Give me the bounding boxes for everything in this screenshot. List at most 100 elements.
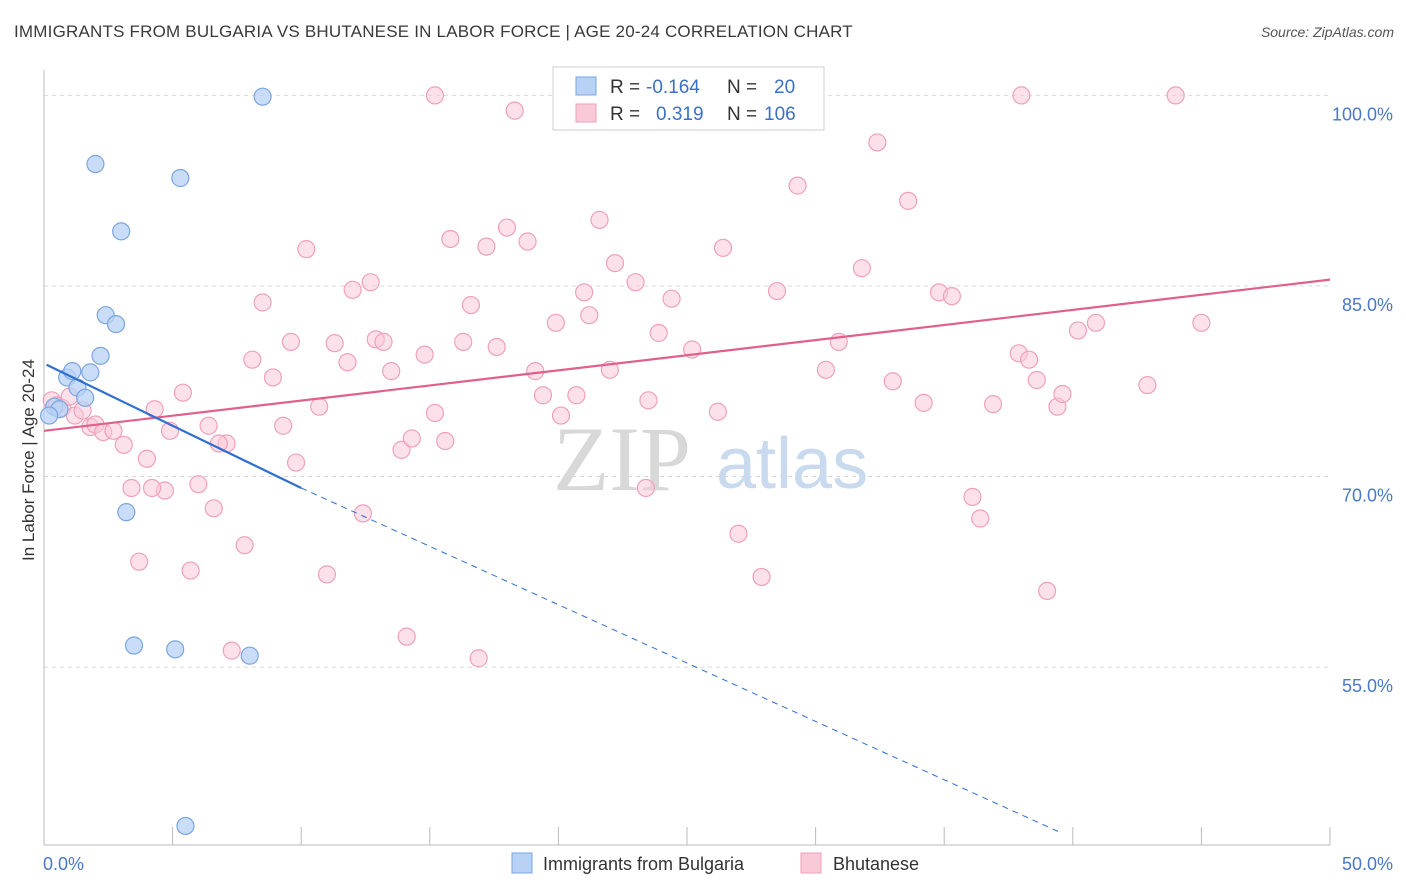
bhutanese-point: [580, 306, 599, 325]
bhutanese-point: [1068, 321, 1088, 340]
correlation-legend: R = -0.164 N = 20 R = 0.319 N = 106: [552, 66, 825, 131]
bhutanese-point: [310, 397, 329, 416]
bhutanese-point: [713, 238, 733, 257]
bhutanese-point: [142, 478, 162, 498]
bhutanese-point: [567, 386, 586, 405]
legend-r-value-2: 0.319: [656, 104, 704, 125]
bulgaria-points: [40, 87, 272, 836]
x-tick-label: 0.0%: [43, 854, 84, 874]
source-credit: Source: ZipAtlas.com: [1260, 24, 1394, 40]
watermark: ZIP atlas: [553, 408, 868, 510]
bhutanese-point: [971, 509, 990, 528]
bhutanese-point: [1086, 313, 1106, 332]
bhutanese-point: [983, 395, 1003, 414]
bulgaria-point: [40, 406, 59, 425]
bottom-legend-swatch-bhutanese: [800, 852, 822, 874]
bhutanese-trend-line: [43, 278, 1331, 432]
bhutanese-point: [546, 313, 565, 332]
y-axis-label: In Labor Force | Age 20-24: [19, 359, 38, 561]
bhutanese-point: [436, 431, 455, 451]
bhutanese-point: [1192, 313, 1211, 332]
bhutanese-point: [469, 649, 488, 668]
bhutanese-point: [914, 393, 933, 412]
bhutanese-point: [181, 561, 200, 580]
bhutanese-point: [518, 232, 537, 251]
gridlines: [44, 94, 1330, 668]
bhutanese-point: [963, 487, 982, 506]
bhutanese-point: [397, 627, 416, 646]
bulgaria-point: [253, 87, 272, 106]
x-tick-label: 50.0%: [1342, 854, 1393, 874]
chart-title: IMMIGRANTS FROM BULGARIA VS BHUTANESE IN…: [14, 22, 853, 41]
bhutanese-point: [374, 332, 393, 351]
bhutanese-point: [204, 499, 223, 518]
bhutanese-point: [317, 565, 337, 584]
y-tick-label: 55.0%: [1342, 676, 1393, 696]
bhutanese-point: [274, 416, 293, 435]
bhutanese-point: [1037, 581, 1057, 601]
bhutanese-point: [209, 434, 228, 453]
bhutanese-point: [497, 218, 517, 237]
bhutanese-point: [461, 295, 481, 315]
bhutanese-point: [122, 478, 141, 498]
bottom-legend-swatch-bulgaria: [511, 852, 533, 874]
bhutanese-point: [816, 360, 835, 379]
bhutanese-point: [605, 254, 625, 273]
bhutanese-point: [590, 210, 609, 230]
bhutanese-point: [425, 403, 445, 423]
legend-n-value-1: 20: [774, 77, 795, 98]
bhutanese-point: [281, 332, 301, 351]
bulgaria-trend-extension: [300, 487, 1061, 833]
series-legend: Immigrants from Bulgaria Bhutanese: [511, 852, 919, 874]
bhutanese-point: [533, 386, 553, 405]
bulgaria-point: [91, 346, 110, 365]
bhutanese-point: [425, 86, 445, 105]
bhutanese-point: [243, 350, 262, 369]
bhutanese-point: [235, 536, 254, 555]
bhutanese-point: [883, 372, 902, 391]
x-ticks: [43, 827, 1331, 845]
trend-lines: [43, 278, 1331, 833]
bhutanese-point: [551, 406, 571, 425]
bhutanese-point: [1019, 350, 1039, 369]
x-tick-labels: 0.0% 50.0%: [43, 854, 1393, 874]
bhutanese-point: [286, 453, 306, 472]
bhutanese-point: [189, 475, 208, 494]
bhutanese-point: [454, 332, 473, 351]
y-tick-labels: 100.0% 85.0% 70.0% 55.0%: [1332, 104, 1393, 696]
bulgaria-point: [106, 314, 126, 334]
bhutanese-point: [526, 362, 545, 381]
bulgaria-point: [124, 636, 144, 655]
bhutanese-point: [852, 259, 871, 278]
bulgaria-point: [81, 363, 100, 382]
bhutanese-point: [942, 287, 962, 306]
bhutanese-point: [575, 283, 594, 302]
bhutanese-point: [477, 237, 496, 256]
legend-r-label-1: R =: [610, 77, 640, 98]
watermark-zip: ZIP: [553, 408, 691, 510]
bulgaria-point: [76, 388, 95, 407]
y-tick-label: 100.0%: [1332, 104, 1393, 124]
bhutanese-point: [338, 353, 357, 372]
bhutanese-point: [636, 478, 655, 498]
bulgaria-point: [112, 222, 131, 241]
bottom-legend-label-bhutanese: Bhutanese: [833, 854, 919, 874]
y-tick-label: 85.0%: [1342, 295, 1393, 315]
bhutanese-point: [1053, 384, 1072, 404]
legend-r-value-1: -0.164: [646, 77, 700, 98]
bhutanese-point: [253, 293, 272, 312]
bhutanese-point: [402, 429, 421, 448]
bhutanese-point: [297, 240, 316, 259]
bhutanese-point: [1138, 375, 1157, 395]
bulgaria-point: [166, 640, 185, 659]
bhutanese-point: [114, 435, 133, 454]
watermark-atlas: atlas: [716, 424, 868, 504]
bhutanese-point: [263, 368, 283, 387]
bulgaria-point: [176, 816, 195, 836]
bhutanese-point: [639, 391, 658, 410]
bhutanese-point: [222, 641, 241, 660]
bhutanese-point: [729, 524, 748, 543]
bulgaria-point: [240, 646, 259, 665]
legend-n-value-2: 106: [764, 104, 796, 125]
